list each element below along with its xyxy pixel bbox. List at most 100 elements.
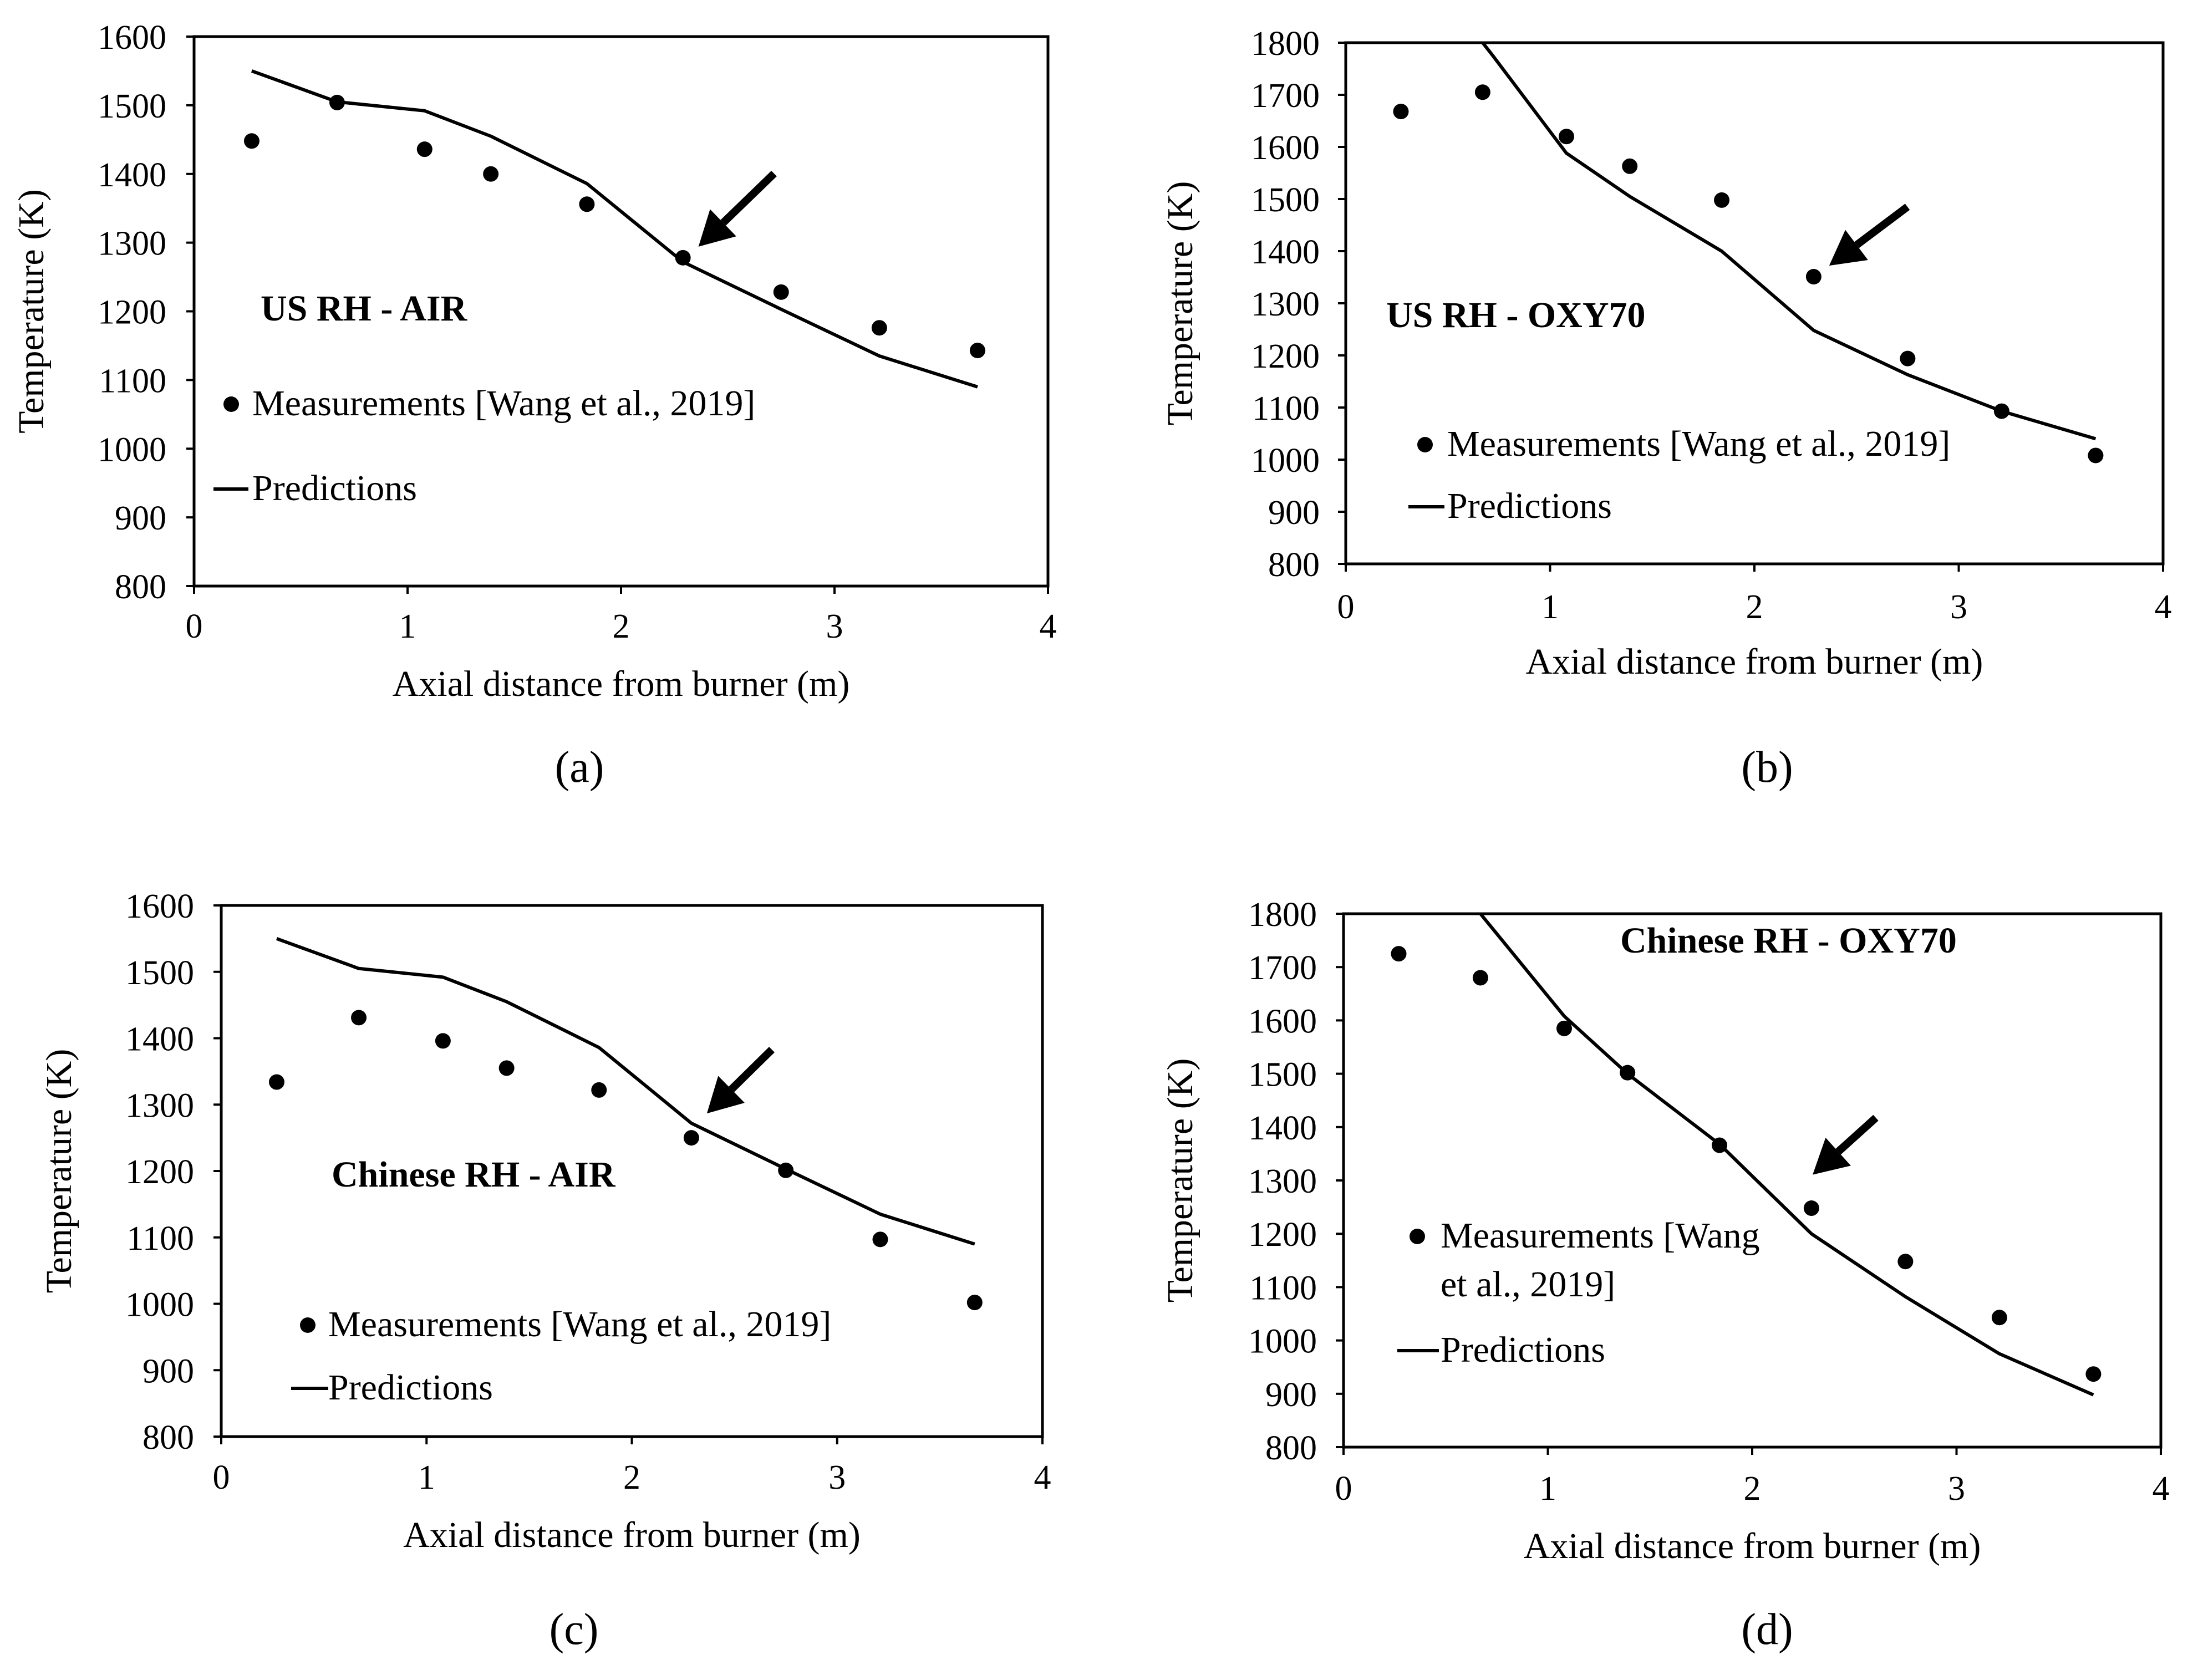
x-tick-label: 2 <box>613 608 630 645</box>
measurement-point <box>1474 84 1490 100</box>
legend-label-measurements: Measurements [Wang et al., 2019] <box>252 383 755 424</box>
legend-label-predictions: Predictions <box>1447 486 1612 526</box>
measurement-point <box>1622 158 1638 174</box>
y-tick-label: 1000 <box>1251 442 1320 480</box>
y-tick-label: 1300 <box>1248 1163 1317 1200</box>
measurement-point <box>498 1060 515 1076</box>
panel-caption: (d) <box>1741 1605 1793 1654</box>
legend-marker-measurements <box>223 396 239 412</box>
measurement-point <box>966 1295 983 1311</box>
y-axis-label: Temperature (K) <box>1160 181 1200 426</box>
x-axis-label: Axial distance from burner (m) <box>403 1515 861 1555</box>
predictions-line <box>276 937 975 1246</box>
measurement-point <box>435 1033 451 1049</box>
measurement-point <box>1897 1254 1914 1270</box>
y-tick-label: 800 <box>1268 546 1320 584</box>
measurement-point <box>2085 1366 2102 1382</box>
arrow-head <box>706 1076 745 1114</box>
arrow-shaft <box>1835 1114 1879 1155</box>
legend-label-predictions: Predictions <box>328 1367 493 1408</box>
y-tick-label: 1100 <box>99 362 166 400</box>
y-tick-label: 1400 <box>98 156 166 194</box>
measurement-point <box>1391 946 1407 962</box>
measurement-point <box>416 141 433 157</box>
legend-marker-measurements <box>1417 437 1433 452</box>
x-tick-label: 1 <box>1541 588 1559 626</box>
y-tick-label: 800 <box>143 1419 194 1457</box>
measurement-point <box>1556 1020 1572 1036</box>
y-tick-label: 1000 <box>125 1286 194 1324</box>
legend: Measurements [Wang et al., 2019] Predicti… <box>291 1304 831 1408</box>
y-tick-label: 1600 <box>98 19 166 57</box>
y-tick-label: 1400 <box>1248 1109 1317 1147</box>
x-tick-label: 3 <box>826 608 843 645</box>
x-tick-label: 4 <box>2153 1470 2170 1508</box>
arrow-shaft <box>729 1047 775 1092</box>
predictions-line <box>1479 913 2094 1397</box>
x-tick-label: 1 <box>399 608 416 645</box>
arrow-head <box>1829 230 1868 266</box>
predictions-line <box>1481 42 2097 441</box>
x-tick-label: 0 <box>186 608 203 645</box>
y-tick-label: 1000 <box>98 431 166 469</box>
y-tick-label: 1800 <box>1251 25 1320 63</box>
legend-label-predictions: Predictions <box>1441 1330 1605 1370</box>
x-tick-label: 1 <box>418 1459 435 1496</box>
y-axis-label: Temperature (K) <box>39 1049 79 1294</box>
y-tick-label: 1200 <box>98 294 166 332</box>
x-axis-label: Axial distance from burner (m) <box>1524 1526 1981 1566</box>
measurement-point <box>1805 269 1822 285</box>
arrow-head <box>698 209 736 247</box>
y-tick-label: 1300 <box>125 1087 194 1124</box>
panel-caption: (b) <box>1741 743 1793 792</box>
y-tick-label: 1100 <box>1252 390 1320 427</box>
y-tick-label: 1600 <box>125 888 194 925</box>
measurement-point <box>871 320 887 336</box>
measurement-point <box>1993 403 2009 419</box>
legend-label-measurements: Measurements [Wang <box>1441 1215 1760 1256</box>
y-tick-label: 1800 <box>1248 896 1317 934</box>
y-axis-label: Temperature (K) <box>1160 1058 1200 1303</box>
measurement-point <box>1620 1065 1636 1081</box>
arrow-icon <box>1829 203 1910 266</box>
chart-panel-b: 800 900 1000 1100 1200 1300 1400 1500 1600 1700 18… <box>1160 25 2172 792</box>
measurement-point <box>778 1162 794 1178</box>
measurement-point <box>969 343 985 359</box>
y-tick-label: 1100 <box>1249 1269 1317 1307</box>
measurement-point <box>351 1010 367 1026</box>
arrow-icon <box>706 1047 775 1114</box>
x-tick-label: 4 <box>1034 1459 1051 1496</box>
measurement-point <box>683 1130 699 1146</box>
measurement-point <box>1991 1310 2007 1326</box>
measurement-point <box>329 94 345 110</box>
legend-marker-measurements <box>1410 1229 1425 1244</box>
measurement-point <box>1558 129 1574 145</box>
arrow-icon <box>698 170 777 247</box>
measurement-point <box>675 250 691 266</box>
legend-label-predictions: Predictions <box>252 468 417 508</box>
y-tick-label: 1200 <box>1251 338 1320 375</box>
chart-panel-d: 800 900 1000 1100 1200 1300 1400 1500 1600 1700 18… <box>1160 896 2170 1654</box>
legend-label-measurements: Measurements [Wang et al., 2019] <box>328 1304 831 1345</box>
panel-annotation: US RH - AIR <box>261 288 468 329</box>
y-tick-label: 1200 <box>125 1153 194 1191</box>
legend-label-measurements: Measurements [Wang et al., 2019] <box>1447 424 1950 464</box>
panel-annotation: Chinese RH - OXY70 <box>1620 920 1957 961</box>
x-tick-label: 2 <box>1744 1470 1761 1508</box>
measurement-point <box>243 133 260 149</box>
measurement-point <box>1714 192 1730 208</box>
measurement-point <box>1393 104 1409 120</box>
x-tick-label: 2 <box>1746 588 1763 626</box>
arrow-shaft <box>720 170 777 226</box>
panel-caption: (c) <box>550 1605 599 1654</box>
y-tick-label: 1100 <box>126 1220 194 1258</box>
y-tick-label: 1400 <box>1251 233 1320 271</box>
y-tick-label: 1700 <box>1251 77 1320 115</box>
measurement-point <box>1712 1137 1728 1153</box>
y-tick-label: 800 <box>1265 1429 1317 1467</box>
y-tick-label: 1500 <box>1248 1056 1317 1094</box>
legend-marker-measurements <box>300 1317 316 1333</box>
arrow-shaft <box>1854 203 1910 248</box>
measurement-point <box>579 196 595 212</box>
legend: Measurements [Wang et al., 2019] Predicti… <box>213 383 755 508</box>
